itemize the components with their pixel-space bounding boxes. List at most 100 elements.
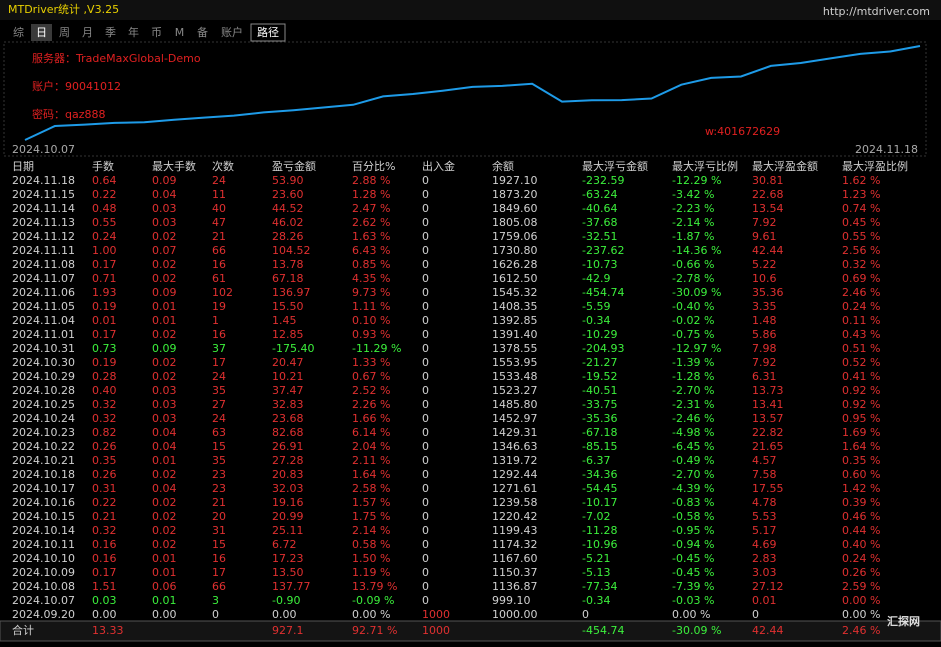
table-cell: 0.17 [92,258,117,271]
table-cell: 53.90 [272,174,304,187]
table-cell: 32.83 [272,398,304,411]
table-cell: 5.86 [752,328,777,341]
table-cell: -10.73 [582,258,617,271]
table-cell: 2024.10.15 [12,510,75,523]
table-cell: 1319.72 [492,454,538,467]
table-cell: 0.02 [152,510,177,523]
tab[interactable]: 备 [197,25,208,39]
table-cell: 0.02 [152,538,177,551]
table-cell: 2.83 [752,552,777,565]
table-cell: -32.51 [582,230,617,243]
table-cell: 63 [212,426,226,439]
table-cell: 0 [582,608,589,621]
table-cell: -2.14 % [672,216,714,229]
table-cell: 1.33 % [352,356,390,369]
table-cell: 0.02 [152,328,177,341]
table-cell: 13.79 % [352,580,397,593]
tab[interactable]: 年 [128,25,139,39]
table-cell: 35 [212,454,226,467]
tab[interactable]: 周 [59,26,70,39]
table-cell: 1271.61 [492,482,538,495]
table-cell: 6.31 [752,370,777,383]
table-cell: 1.28 % [352,188,390,201]
table-cell: 23.68 [272,412,304,425]
tab[interactable]: 月 [82,26,93,39]
table-cell: -37.68 [582,216,617,229]
column-header: 手数 [92,159,114,173]
table-cell: 0.01 [152,300,177,313]
tab[interactable]: 路径 [257,26,279,39]
table-cell: 1408.35 [492,300,538,313]
table-cell: 2024.11.13 [12,216,75,229]
table-cell: 2.26 % [352,398,390,411]
overlay-server: 服务器：TradeMaxGlobal-Demo [32,52,201,65]
table-cell: -5.21 [582,552,610,565]
table-cell: 2.11 % [352,454,390,467]
tab[interactable]: M [175,26,185,39]
title-bar [0,0,941,20]
tab[interactable]: 账户 [221,25,243,39]
table-cell: 1.64 % [842,440,880,453]
table-cell: 1000.00 [492,608,538,621]
table-cell: 0 [422,468,429,481]
table-cell: 31 [212,524,226,537]
table-cell: 10.21 [272,370,304,383]
table-cell: 1292.44 [492,468,538,481]
table-cell: 0.00 [272,608,297,621]
table-cell: 0.03 [152,202,177,215]
table-cell: 1545.32 [492,286,538,299]
column-header: 最大浮盈比例 [842,159,908,173]
table-cell: 1.19 % [352,566,390,579]
table-cell: 0.02 [152,272,177,285]
table-cell: 13.57 [752,412,784,425]
table-cell: 0.02 [152,370,177,383]
table-cell: -12.29 % [672,174,721,187]
table-cell: 0.24 % [842,300,880,313]
tab[interactable]: 季 [105,26,116,39]
table-cell: 1.63 % [352,230,390,243]
overlay-account: 账户：90041012 [32,79,121,93]
table-cell: -2.46 % [672,412,714,425]
table-cell: 2024.10.23 [12,426,75,439]
table-cell: 9.73 % [352,286,390,299]
table-cell: 0.45 % [842,216,880,229]
table-cell: 0 [422,258,429,271]
table-cell: 1533.48 [492,370,538,383]
table-cell: 0.07 [152,244,177,257]
table-cell: 2.59 % [842,580,880,593]
table-cell: 24 [212,174,226,187]
table-cell: 13.41 [752,398,784,411]
table-cell: 1612.50 [492,272,538,285]
table-cell: 0 [422,328,429,341]
tab[interactable]: 币 [151,26,162,39]
table-cell: 0.00 [152,608,177,621]
table-cell: 2024.10.31 [12,342,75,355]
table-cell: 1.42 % [842,482,880,495]
table-cell: 2024.10.09 [12,566,75,579]
table-cell: 0 [422,594,429,607]
table-cell: 0 [422,230,429,243]
table-cell: -40.51 [582,384,617,397]
table-cell: 2.52 % [352,384,390,397]
table-cell: 0 [422,314,429,327]
table-cell: 2024.10.28 [12,384,75,397]
table-cell: -0.45 % [672,566,714,579]
table-cell: -5.59 [582,300,610,313]
table-cell: -11.28 [582,524,617,537]
table-cell: 2024.10.17 [12,482,75,495]
table-cell: 0.82 [92,426,117,439]
column-header: 出入金 [422,159,455,173]
table-cell: 2024.11.11 [12,244,75,257]
table-cell: -0.02 % [672,314,714,327]
table-cell: 20 [212,510,226,523]
tab[interactable]: 综 [13,25,24,39]
table-cell: -63.24 [582,188,617,201]
table-cell: 0.01 [152,552,177,565]
table-cell: 13.78 [272,258,304,271]
link[interactable]: http://mtdriver.com [823,5,930,18]
tab[interactable]: 日 [36,26,47,39]
table-cell: 0.03 [152,384,177,397]
watermark: 汇探网 [887,614,920,628]
table-cell: 2024.10.10 [12,552,75,565]
